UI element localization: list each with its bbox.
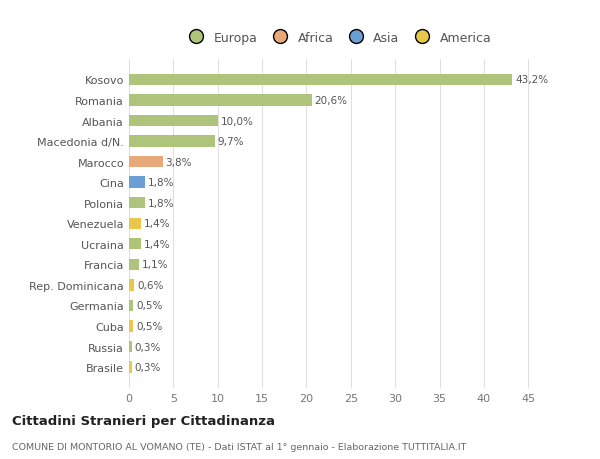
Bar — [129, 321, 133, 332]
Text: 0,5%: 0,5% — [136, 301, 163, 311]
Bar — [129, 362, 131, 373]
Bar — [129, 75, 512, 86]
Text: 0,5%: 0,5% — [136, 321, 163, 331]
Bar — [129, 300, 133, 311]
Bar — [129, 136, 215, 147]
Text: 9,7%: 9,7% — [218, 137, 244, 147]
Bar — [129, 198, 145, 209]
Bar — [129, 157, 163, 168]
Text: 0,6%: 0,6% — [137, 280, 163, 290]
Text: 20,6%: 20,6% — [314, 96, 347, 106]
Bar — [129, 95, 312, 106]
Text: 1,4%: 1,4% — [144, 219, 170, 229]
Text: 10,0%: 10,0% — [220, 116, 253, 126]
Bar — [129, 218, 142, 230]
Text: 1,1%: 1,1% — [142, 260, 168, 270]
Text: 3,8%: 3,8% — [166, 157, 192, 167]
Text: 43,2%: 43,2% — [515, 75, 548, 85]
Text: 1,8%: 1,8% — [148, 198, 174, 208]
Bar — [129, 116, 218, 127]
Text: 0,3%: 0,3% — [134, 362, 161, 372]
Text: COMUNE DI MONTORIO AL VOMANO (TE) - Dati ISTAT al 1° gennaio - Elaborazione TUTT: COMUNE DI MONTORIO AL VOMANO (TE) - Dati… — [12, 442, 466, 451]
Legend: Europa, Africa, Asia, America: Europa, Africa, Asia, America — [179, 27, 496, 50]
Bar — [129, 177, 145, 188]
Text: 0,3%: 0,3% — [134, 342, 161, 352]
Text: 1,4%: 1,4% — [144, 239, 170, 249]
Bar — [129, 341, 131, 353]
Bar — [129, 259, 139, 270]
Bar — [129, 280, 134, 291]
Bar — [129, 239, 142, 250]
Text: 1,8%: 1,8% — [148, 178, 174, 188]
Text: Cittadini Stranieri per Cittadinanza: Cittadini Stranieri per Cittadinanza — [12, 414, 275, 428]
